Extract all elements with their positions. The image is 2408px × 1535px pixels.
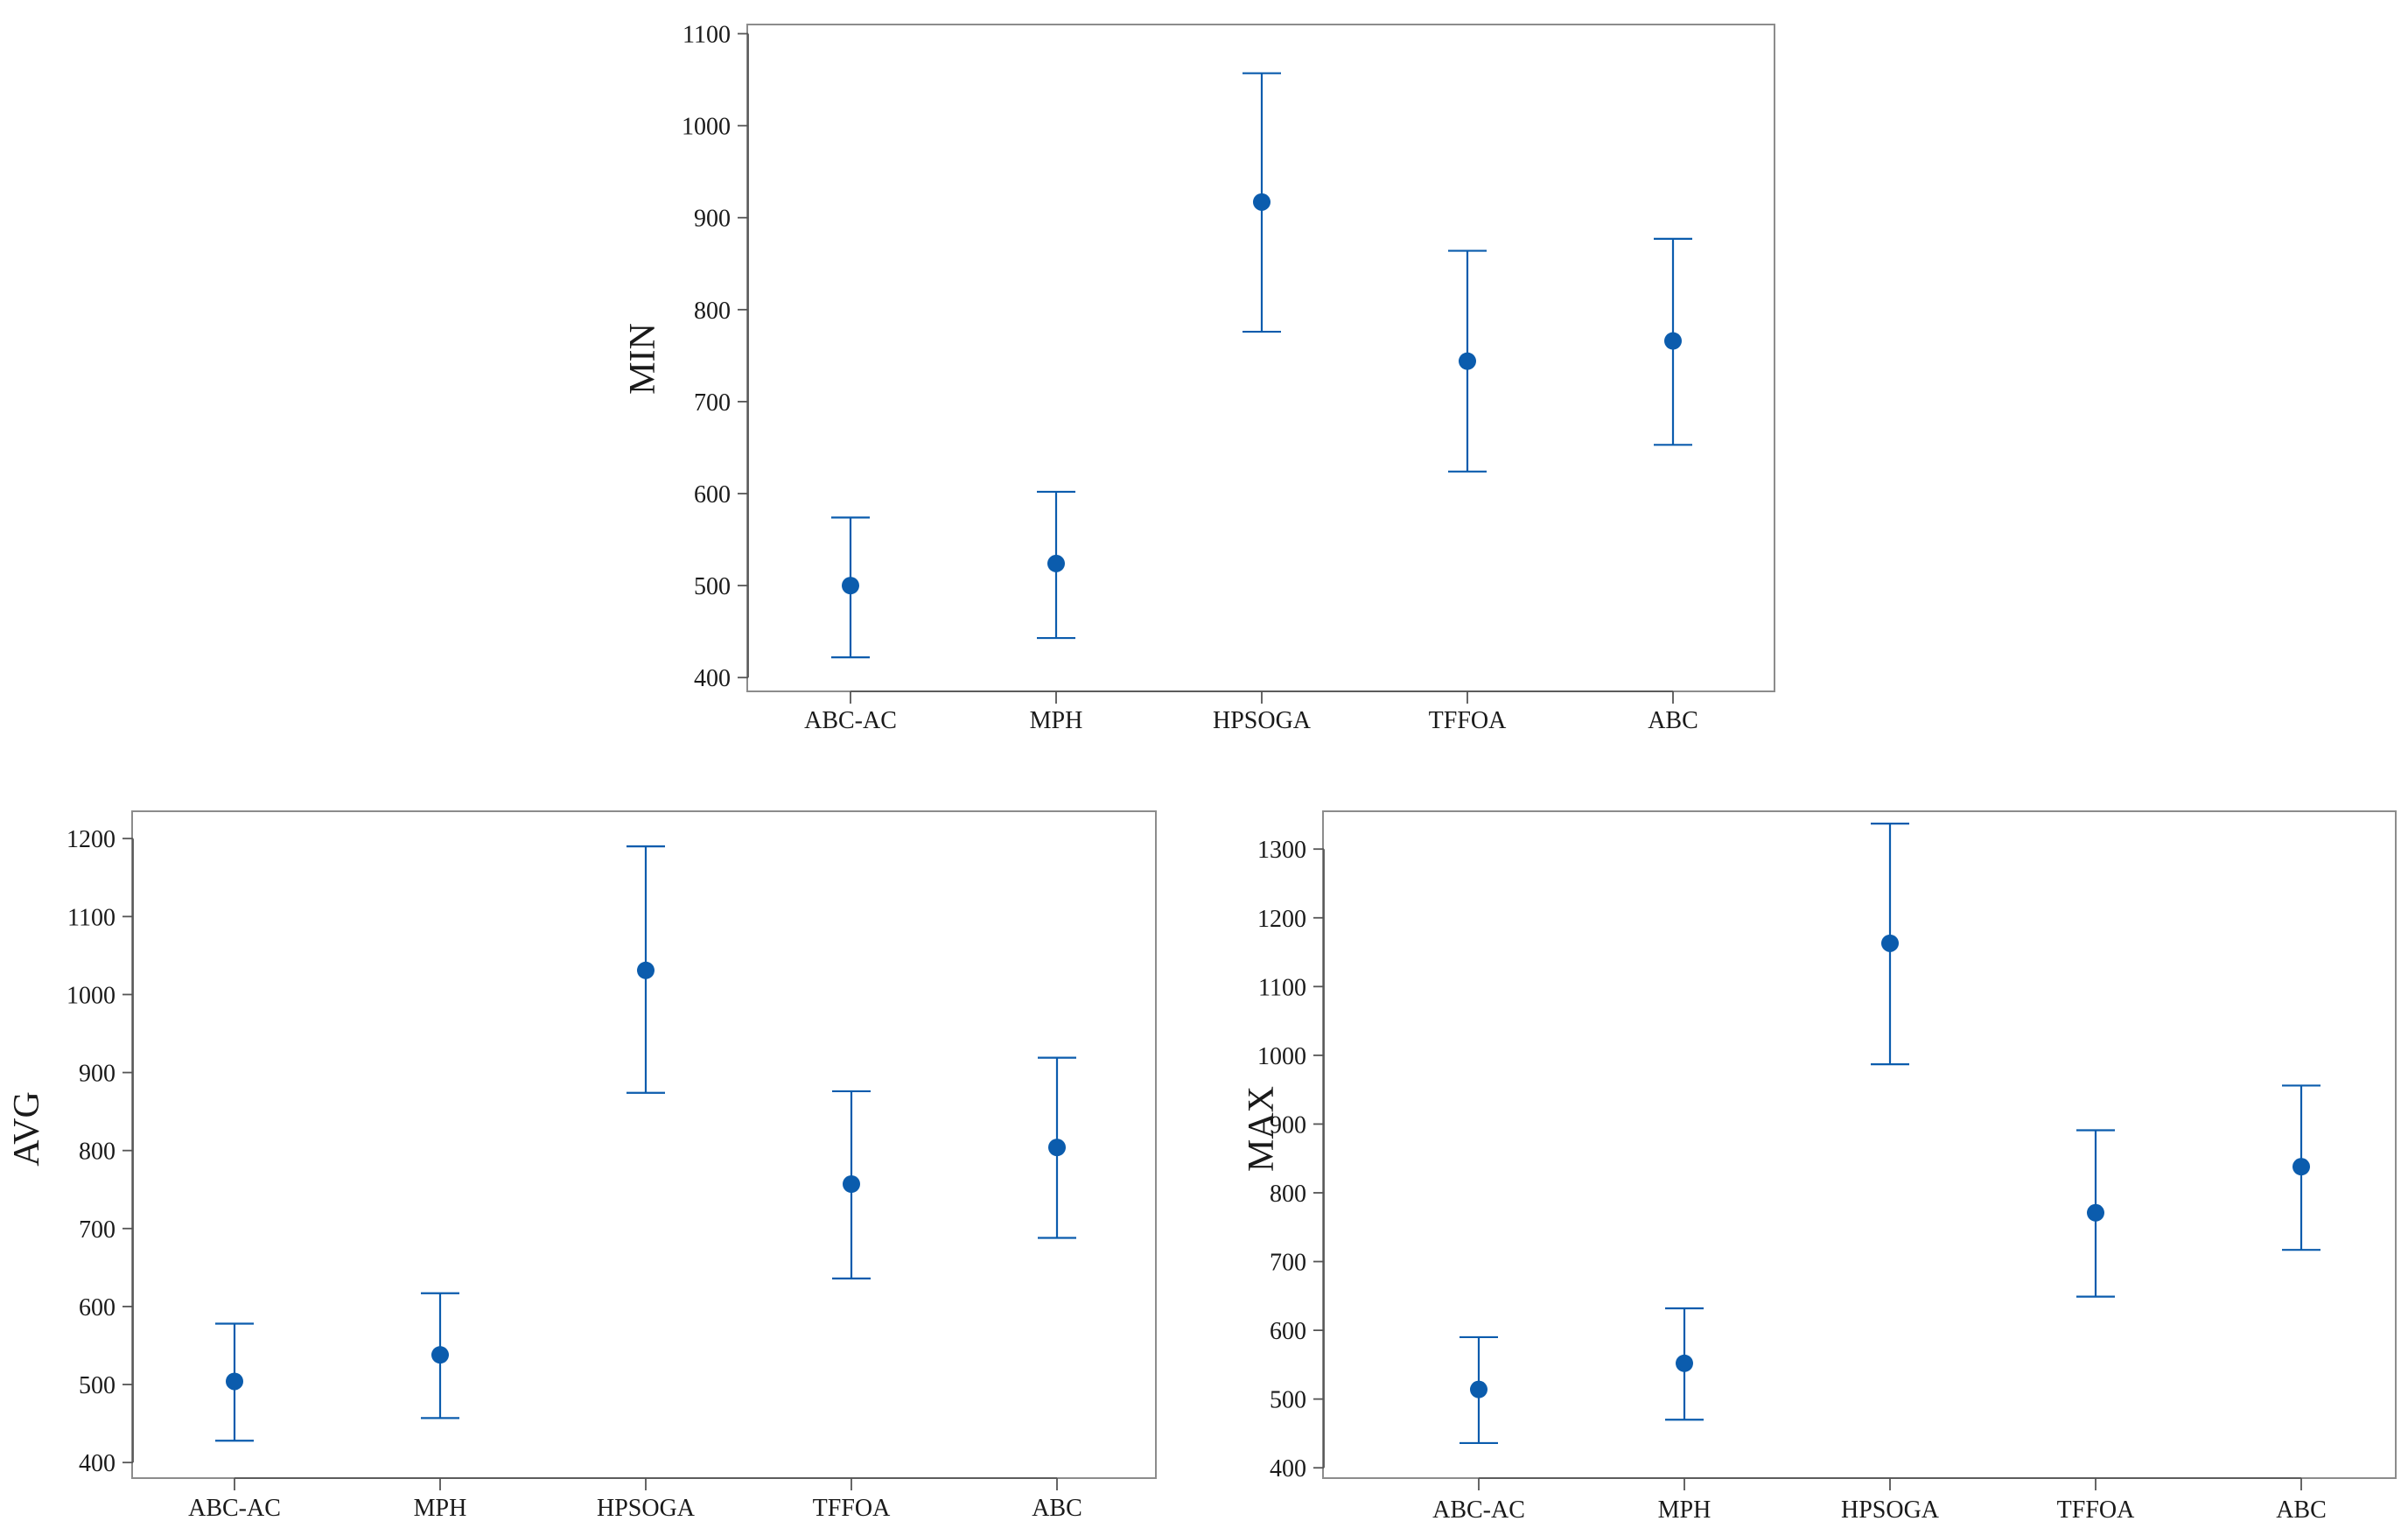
min-mean-point — [1047, 554, 1065, 572]
max-mean-point — [2292, 1158, 2310, 1176]
avg-y-tick-label: 700 — [79, 1216, 116, 1244]
max-y-tick-label: 800 — [1270, 1181, 1306, 1208]
max-x-tick-label: ABC — [2276, 1496, 2327, 1524]
min-x-tick-label: TFFOA — [1429, 707, 1507, 734]
avg-y-tick-label: 1200 — [66, 826, 116, 853]
max-x-tick-label: TFFOA — [2057, 1496, 2135, 1524]
max-y-tick-label: 1000 — [1257, 1043, 1306, 1070]
min-y-tick-label: 800 — [694, 298, 731, 325]
max-x-tick-label: HPSOGA — [1841, 1496, 1940, 1524]
max-mean-point — [1676, 1354, 1693, 1372]
min-x-tick-label: MPH — [1030, 707, 1083, 734]
min-mean-point — [1459, 352, 1476, 370]
min-mean-point — [1253, 193, 1270, 211]
avg-x-tick-label: TFFOA — [813, 1495, 891, 1522]
min-y-tick-label: 400 — [694, 665, 731, 692]
avg-mean-point — [843, 1175, 860, 1194]
min-x-tick-label: HPSOGA — [1213, 707, 1312, 734]
min-y-tick-label: 600 — [694, 481, 731, 508]
min-x-tick-label: ABC-AC — [804, 707, 897, 734]
avg-y-tick-label: 500 — [79, 1372, 116, 1399]
avg-x-tick-label: HPSOGA — [597, 1495, 696, 1522]
avg-mean-point — [226, 1372, 243, 1391]
avg-mean-point — [1048, 1139, 1066, 1157]
max-mean-point — [1470, 1380, 1488, 1398]
avg-y-tick-label: 1100 — [67, 904, 116, 931]
max-y-tick-label: 1200 — [1257, 906, 1306, 933]
max-y-tick-label: 700 — [1270, 1250, 1306, 1277]
max-mean-point — [2087, 1203, 2104, 1222]
avg-y-tick-label: 600 — [79, 1294, 116, 1321]
avg-y-tick-label: 400 — [79, 1450, 116, 1477]
max-y-axis-label: MAX — [1242, 1086, 1282, 1172]
max-y-tick-label: 500 — [1270, 1387, 1306, 1414]
avg-y-tick-label: 1000 — [66, 982, 116, 1009]
max-y-tick-label: 900 — [1270, 1111, 1306, 1139]
max-y-tick-label: 1100 — [1258, 974, 1306, 1001]
max-chart-panel: 400 500 600 700 800 900 1000 1100 1200 1300 ABC-AC… — [1242, 810, 2397, 1524]
max-x-tick-label: MPH — [1658, 1496, 1712, 1524]
min-y-tick-label: 1000 — [682, 114, 731, 141]
avg-plot-frame — [131, 810, 1157, 1479]
avg-x-tick-label: MPH — [414, 1495, 467, 1522]
avg-mean-point — [637, 961, 654, 979]
avg-y-tick-label: 800 — [79, 1139, 116, 1166]
max-plot-frame — [1322, 810, 2397, 1479]
max-y-tick-label: 400 — [1270, 1455, 1306, 1482]
avg-mean-point — [431, 1346, 449, 1364]
min-mean-point — [1664, 332, 1682, 350]
min-y-tick-label: 1100 — [682, 22, 731, 49]
min-y-axis-label: MIN — [623, 323, 663, 395]
min-x-tick-label: ABC — [1648, 707, 1698, 734]
avg-chart-panel: 400 500 600 700 800 900 1000 1100 1200 ABC-AC MPH H… — [7, 810, 1157, 1522]
avg-y-tick-label: 900 — [79, 1061, 116, 1088]
max-y-tick-label: 1300 — [1257, 837, 1306, 864]
avg-x-tick-label: ABC — [1032, 1495, 1082, 1522]
min-y-tick-label: 900 — [694, 206, 731, 233]
max-y-tick-label: 600 — [1270, 1318, 1306, 1345]
max-x-tick-label: ABC-AC — [1432, 1496, 1525, 1524]
min-mean-point — [842, 577, 859, 595]
min-y-tick-label: 700 — [694, 389, 731, 417]
avg-x-tick-label: ABC-AC — [188, 1495, 281, 1522]
min-y-tick-label: 500 — [694, 573, 731, 600]
avg-y-axis-label: AVG — [7, 1091, 47, 1167]
min-chart-panel: 400 500 600 700 800 900 1000 1100 ABC-AC MPH HPSOG… — [623, 22, 1775, 734]
max-mean-point — [1881, 934, 1899, 952]
